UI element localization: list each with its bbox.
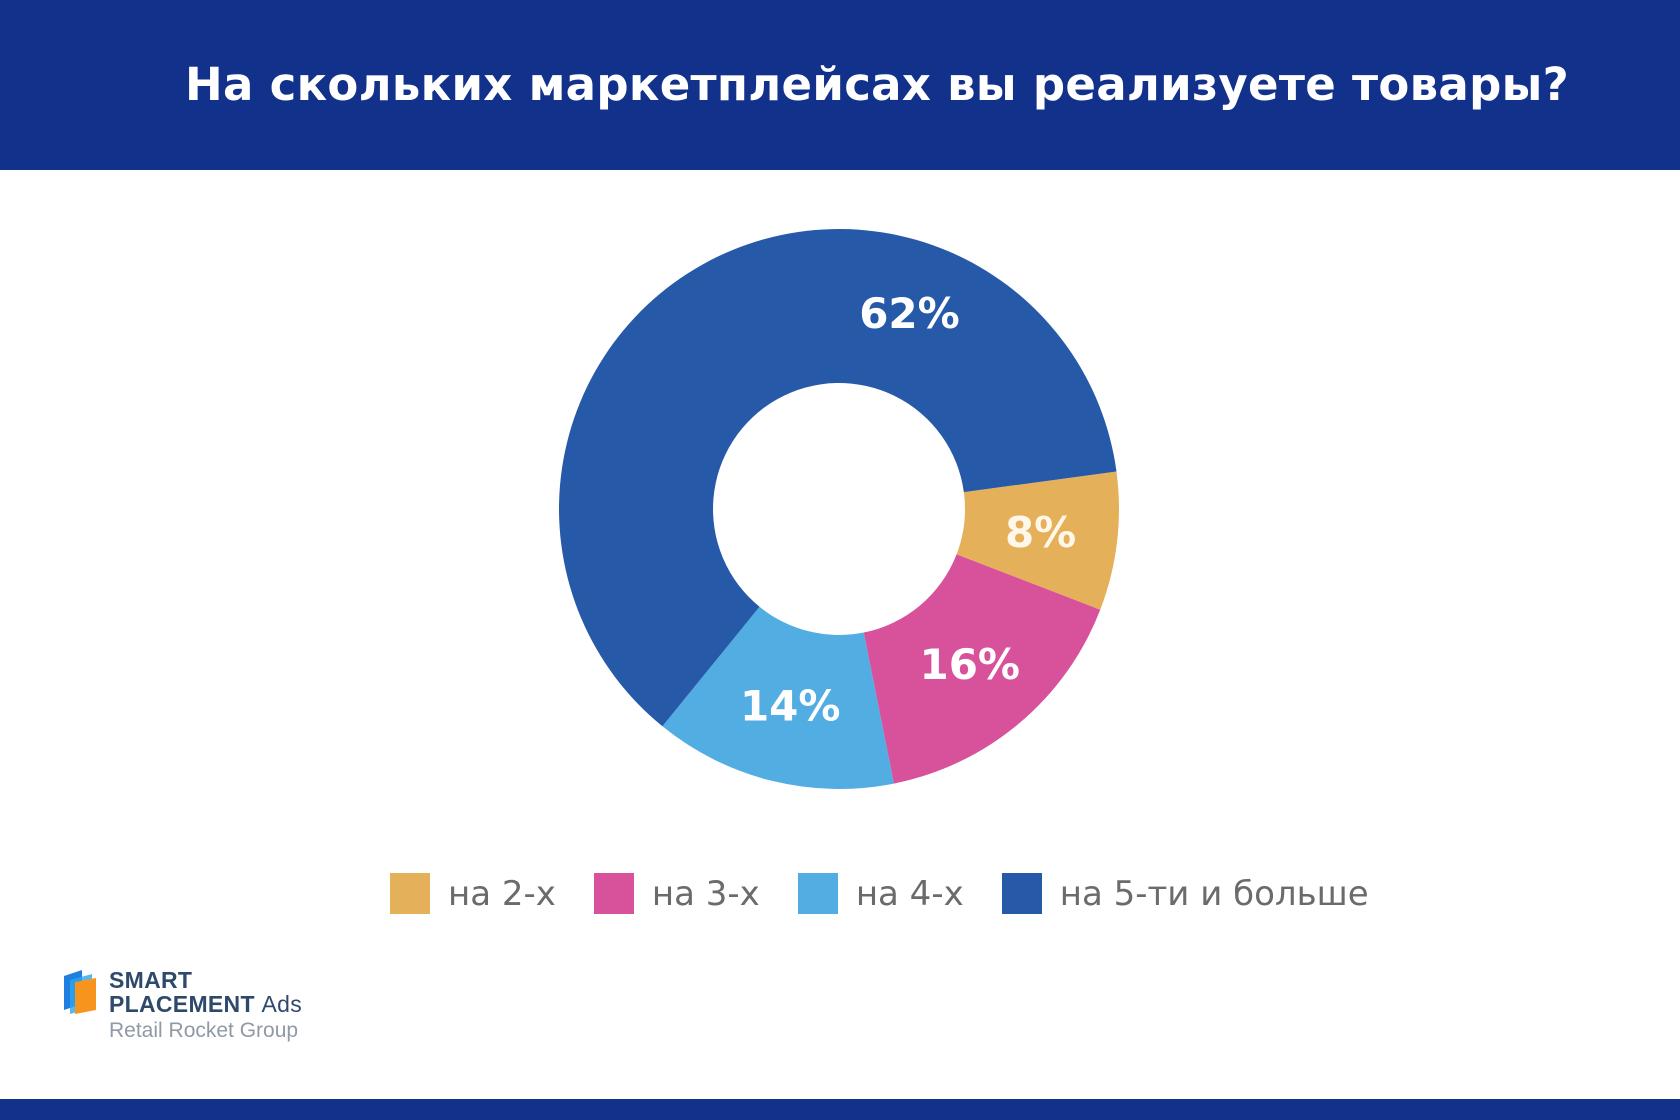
- data-label: 8%: [1005, 508, 1076, 557]
- chart-title: На скольких маркетплейсах вы реализуете …: [185, 58, 1569, 111]
- title-banner: На скольких маркетплейсах вы реализуете …: [0, 0, 1680, 170]
- footer-bar: [0, 1099, 1680, 1120]
- legend-label: на 3-х: [651, 873, 760, 914]
- legend: на 2-х на 3-х на 4-х на 5-ти и больше: [390, 873, 1407, 914]
- legend-label: на 5-ти и больше: [1059, 873, 1369, 914]
- legend-item: на 3-х: [593, 873, 760, 914]
- legend-label: на 2-х: [448, 873, 556, 914]
- donut-slice-1: [956, 471, 1119, 610]
- donut-slice-3: [662, 606, 894, 789]
- legend-item: на 5-ти и больше: [1001, 873, 1369, 914]
- donut-slice-4: [559, 229, 1117, 727]
- legend-swatch: [1001, 873, 1042, 914]
- logo-text-placement: PLACEMENT: [109, 991, 255, 1017]
- logo-text-smart: SMART: [109, 967, 193, 993]
- logo-text-ads: Ads: [261, 991, 303, 1017]
- logo-mark-icon: [64, 970, 96, 1014]
- legend-item: на 4-х: [797, 873, 964, 914]
- donut-slice-2: [863, 554, 1101, 784]
- data-label: 62%: [859, 289, 960, 338]
- legend-item: на 2-х: [390, 873, 556, 914]
- legend-label: на 4-х: [855, 873, 964, 914]
- legend-swatch: [390, 873, 430, 914]
- legend-swatch: [797, 873, 838, 914]
- data-label: 14%: [740, 682, 841, 731]
- logo-text-group: Retail Rocket Group: [109, 1019, 299, 1042]
- data-label: 16%: [919, 640, 1020, 689]
- legend-swatch: [593, 873, 634, 914]
